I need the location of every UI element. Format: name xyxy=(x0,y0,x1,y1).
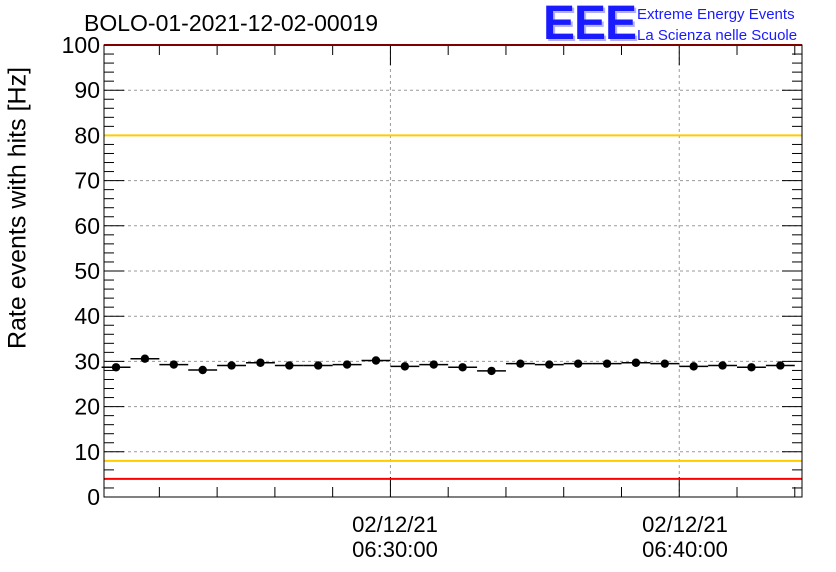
data-point xyxy=(516,359,525,368)
y-tick-label: 80 xyxy=(74,122,100,148)
y-tick-label: 70 xyxy=(74,168,100,194)
data-point xyxy=(747,363,756,372)
data-point xyxy=(458,363,467,372)
x-tick-time: 06:40:00 xyxy=(642,537,728,562)
x-tick-date: 02/12/21 xyxy=(642,512,728,537)
data-point xyxy=(660,359,670,368)
data-point xyxy=(545,360,554,369)
y-tick-label: 60 xyxy=(74,213,100,239)
data-point xyxy=(400,362,410,371)
y-tick-label: 40 xyxy=(74,303,100,329)
data-point xyxy=(429,360,438,369)
data-point xyxy=(285,361,294,370)
data-point xyxy=(689,362,698,371)
logo-caption-line2: La Scienza nelle Scuole xyxy=(637,27,798,44)
data-point xyxy=(314,361,323,370)
y-tick-label: 0 xyxy=(87,484,100,510)
chart-title: BOLO-01-2021-12-02-00019 xyxy=(84,10,379,36)
y-tick-label: 30 xyxy=(74,348,100,374)
data-point xyxy=(342,360,352,369)
y-tick-label: 50 xyxy=(74,258,100,284)
y-tick-label: 20 xyxy=(74,394,100,420)
x-tick-date: 02/12/21 xyxy=(352,512,438,537)
data-point xyxy=(371,356,381,365)
data-point xyxy=(776,361,785,370)
data-point xyxy=(169,360,178,369)
x-tick-label-0640: 02/12/21 06:40:00 xyxy=(642,512,728,562)
eee-logo: EEE xyxy=(543,0,637,50)
data-point xyxy=(718,361,727,370)
y-tick-label: 10 xyxy=(74,439,100,465)
data-point xyxy=(602,359,612,368)
x-tick-time: 06:30:00 xyxy=(352,537,438,562)
y-tick-label: 100 xyxy=(62,32,100,58)
data-point xyxy=(631,358,641,367)
logo-caption-line1: Extreme Energy Events xyxy=(637,6,795,23)
x-tick-label-0630: 02/12/21 06:30:00 xyxy=(352,512,438,562)
data-point xyxy=(256,358,265,367)
plot-frame xyxy=(103,44,803,498)
data-point xyxy=(111,363,121,372)
data-point xyxy=(227,361,236,370)
data-point xyxy=(140,354,150,363)
data-point xyxy=(487,366,496,376)
data-point xyxy=(573,359,583,368)
data-point xyxy=(198,365,207,375)
logo-caption: Extreme Energy Events La Scienza nelle S… xyxy=(637,4,797,46)
y-tick-label: 90 xyxy=(74,77,100,103)
